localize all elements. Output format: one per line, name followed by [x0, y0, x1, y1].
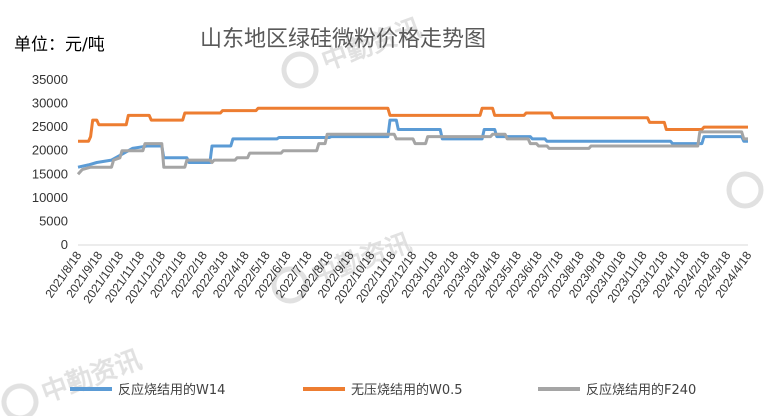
y-tick-label: 25000: [32, 119, 68, 134]
y-tick-label: 30000: [32, 96, 68, 111]
y-axis-ticks: 0 5000 10000 15000 20000 25000 30000 35000: [32, 72, 68, 252]
series-line-1: [78, 106, 748, 143]
watermark-logo-icon: [271, 266, 309, 304]
watermark-right: [726, 171, 764, 209]
legend: 反应烧结用的W14 无压烧结用的W0.5 反应烧结用的F240: [70, 382, 696, 398]
legend-label-0: 反应烧结用的W14: [118, 382, 225, 398]
watermark-logo-icon: [281, 51, 319, 89]
y-tick-label: 10000: [32, 190, 68, 205]
legend-label-1: 无压烧结用的W0.5: [351, 382, 463, 398]
watermark-logo-icon: [1, 383, 39, 416]
y-tick-label: 20000: [32, 143, 68, 158]
y-tick-label: 5000: [39, 213, 68, 228]
legend-label-2: 反应烧结用的F240: [586, 382, 696, 398]
y-tick-label: 15000: [32, 166, 68, 181]
y-tick-label: 35000: [32, 72, 68, 87]
y-tick-label: 0: [61, 237, 68, 252]
chart-title: 山东地区绿硅微粉价格走势图: [200, 27, 486, 52]
series-layer: [76, 106, 748, 176]
watermark-logo-icon: [726, 171, 764, 209]
series-line-2: [76, 130, 748, 176]
series-line-0: [77, 118, 748, 169]
unit-label: 单位：元/吨: [14, 35, 105, 55]
